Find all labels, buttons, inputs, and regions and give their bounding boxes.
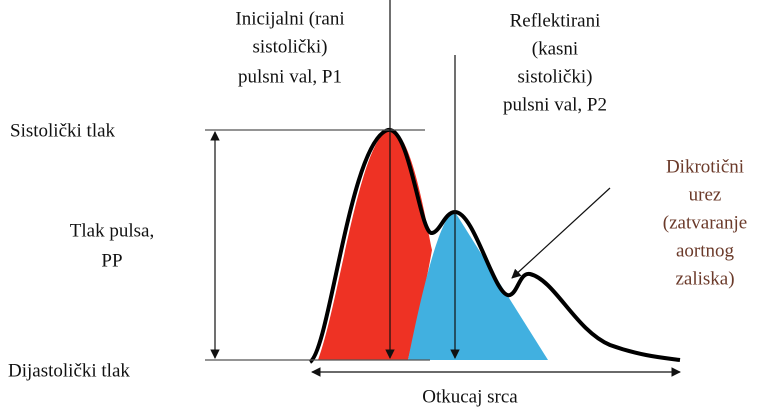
pp-label: Tlak pulsa, <box>70 220 154 241</box>
dicrotic-label: urez <box>689 184 722 205</box>
p2-label: (kasni <box>532 38 578 59</box>
dicrotic-label: (zatvaranje <box>663 212 747 233</box>
p1-wave <box>318 129 432 360</box>
dicrotic-label: Dikrotični <box>666 156 744 177</box>
diastolic-label: Dijastolički tlak <box>8 360 130 381</box>
dicrotic-label: zaliska) <box>675 268 734 289</box>
pressure-curve <box>308 128 681 364</box>
dicrotic-label: aortnog <box>676 240 735 261</box>
dicrotic-arrow <box>511 187 611 279</box>
pp-label: PP <box>101 250 122 271</box>
systolic-label: Sistolički tlak <box>10 120 116 141</box>
p1-label: pulsni val, P1 <box>238 66 342 87</box>
p2-label: pulsni val, P2 <box>503 94 607 115</box>
labels: Inicijalni (rani sistolički) pulsni val,… <box>8 8 747 407</box>
heartbeat-label: Otkucaj srca <box>422 386 518 407</box>
p1-label: sistolički) <box>253 36 328 57</box>
p2-wave <box>408 212 548 360</box>
p2-label: Reflektirani <box>510 10 601 31</box>
p2-label: sistolički) <box>518 66 593 87</box>
shapes <box>205 0 681 377</box>
p1-label: Inicijalni (rani <box>235 8 344 29</box>
